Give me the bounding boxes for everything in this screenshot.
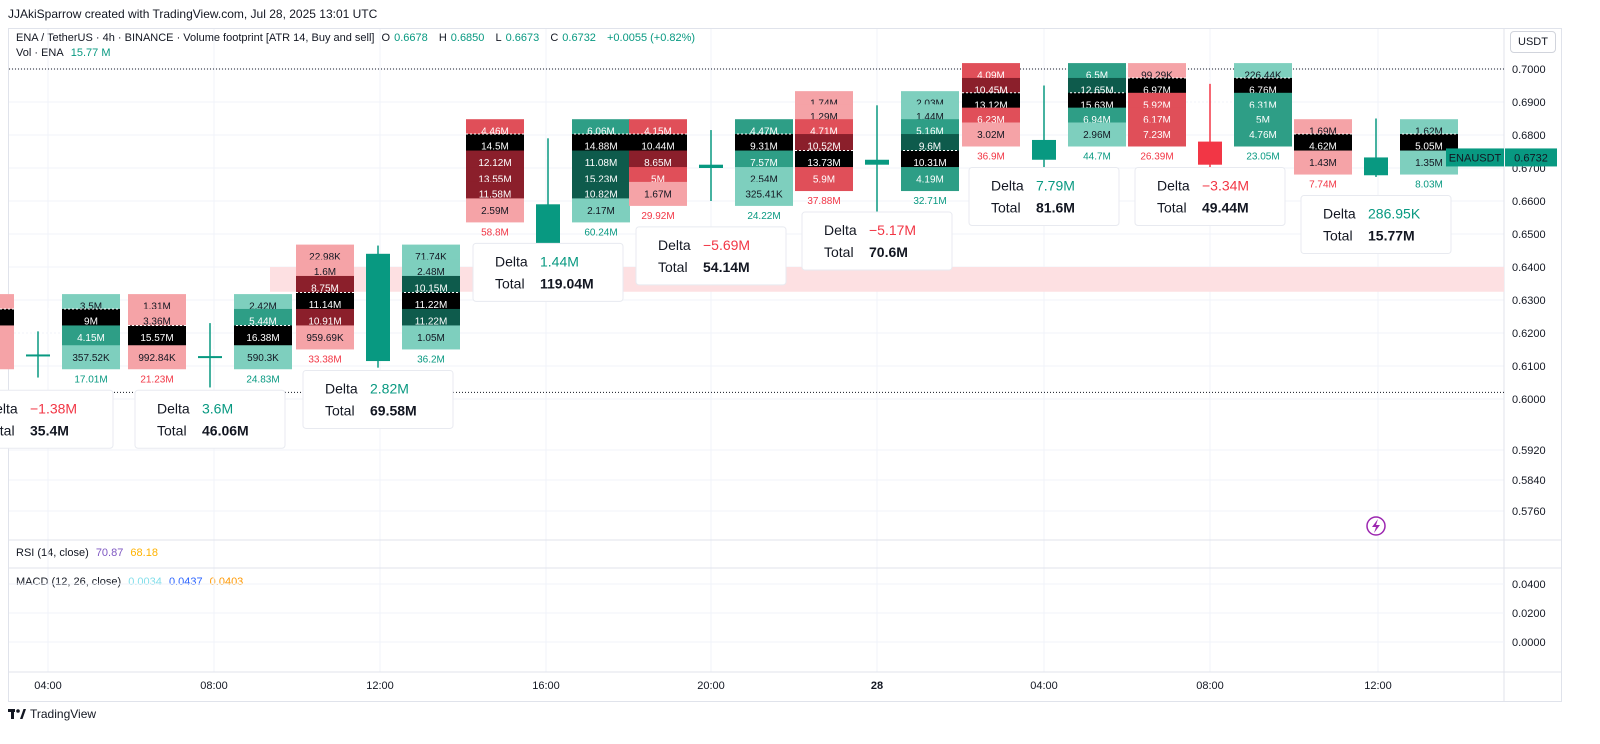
- rsi-value: 70.87: [95, 547, 124, 559]
- rsi-legend[interactable]: RSI (14, close) 70.87 68.18: [16, 547, 162, 559]
- ohlc-low: L 0.6673: [495, 32, 540, 44]
- rsi-ma-value: 68.18: [130, 547, 158, 559]
- volume-value: 15.77 M: [70, 47, 111, 59]
- macd-signal-value: 0.0403: [209, 576, 244, 588]
- ohlc-high: H 0.6850: [438, 32, 485, 44]
- symbol-title[interactable]: ENA / TetherUS · 4h · BINANCE · Volume f…: [16, 32, 375, 44]
- macd-label: MACD (12, 26, close): [16, 576, 122, 588]
- price-change: +0.0055 (+0.82%): [607, 32, 696, 44]
- ohlc-open: O 0.6678: [381, 32, 428, 44]
- macd-legend[interactable]: MACD (12, 26, close) 0.0034 0.0437 0.040…: [16, 576, 247, 588]
- volume-legend[interactable]: Vol · ENA 15.77 M: [16, 47, 115, 59]
- macd-line-value: 0.0437: [168, 576, 203, 588]
- tradingview-logo-icon: [8, 709, 26, 719]
- rsi-label: RSI (14, close): [16, 547, 89, 559]
- chart-credit: JJAkiSparrow created with TradingView.co…: [8, 7, 378, 21]
- tradingview-logo[interactable]: TradingView: [8, 707, 96, 721]
- currency-button[interactable]: USDT: [1510, 31, 1556, 53]
- symbol-legend[interactable]: ENA / TetherUS · 4h · BINANCE · Volume f…: [16, 32, 699, 44]
- chart-frame[interactable]: [8, 28, 1562, 702]
- ohlc-close: C 0.6732: [550, 32, 596, 44]
- volume-label: Vol · ENA: [16, 47, 64, 59]
- brand-label: TradingView: [30, 707, 97, 721]
- macd-histogram-value: 0.0034: [128, 576, 162, 588]
